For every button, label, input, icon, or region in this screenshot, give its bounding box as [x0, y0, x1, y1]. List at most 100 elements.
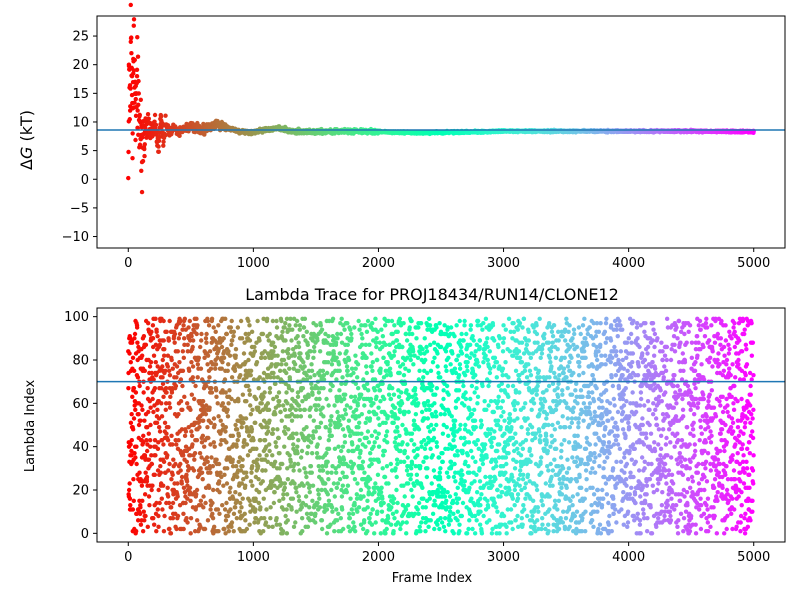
- lambda-point: [204, 455, 210, 460]
- lambda-point: [383, 531, 388, 536]
- lambda-point: [189, 433, 195, 439]
- lambda-point: [205, 459, 210, 465]
- lambda-point: [335, 336, 340, 341]
- lambda-point: [415, 446, 421, 452]
- lambda-point: [293, 407, 299, 413]
- lambda-point: [401, 320, 406, 326]
- lambda-point: [342, 407, 348, 413]
- lambda-point: [184, 515, 189, 521]
- lambda-point: [373, 316, 378, 322]
- lambda-point: [143, 342, 149, 348]
- lambda-point: [295, 461, 301, 467]
- lambda-point: [307, 505, 312, 510]
- lambda-point: [338, 448, 344, 454]
- lambda-point: [200, 476, 205, 482]
- lambda-point: [131, 416, 137, 421]
- lambda-point: [410, 349, 416, 354]
- lambda-point: [202, 444, 207, 449]
- lambda-point: [332, 494, 337, 499]
- lambda-point: [209, 385, 214, 391]
- lambda-point: [423, 505, 428, 510]
- lambda-point: [271, 500, 277, 506]
- lambda-point: [337, 388, 342, 393]
- lambda-point: [211, 440, 217, 445]
- lambda-point: [200, 433, 206, 439]
- lambda-point: [365, 318, 371, 324]
- lambda-point: [416, 401, 421, 406]
- lambda-point: [165, 485, 170, 491]
- lambda-point: [367, 476, 373, 482]
- lambda-point: [185, 496, 190, 501]
- lambda-point: [257, 453, 262, 458]
- lambda-point: [285, 518, 290, 523]
- lambda-point: [159, 401, 164, 406]
- lambda-point: [296, 437, 301, 443]
- lambda-point: [129, 437, 134, 443]
- lambda-point: [228, 485, 233, 491]
- y-tick-label: 5: [81, 144, 89, 159]
- lambda-point: [297, 407, 303, 413]
- lambda-point: [262, 515, 267, 521]
- lambda-point: [212, 422, 217, 428]
- lambda-point: [395, 359, 401, 365]
- lambda-point: [207, 485, 212, 491]
- lambda-point: [197, 450, 203, 456]
- lambda-point: [298, 414, 304, 419]
- lambda-point: [238, 500, 243, 506]
- lambda-point: [254, 446, 259, 452]
- lambda-point: [224, 331, 230, 337]
- lambda-point: [346, 511, 352, 517]
- delta-g-point: [134, 104, 139, 110]
- lambda-point: [295, 333, 300, 339]
- lambda-point: [217, 489, 222, 495]
- lambda-point: [183, 429, 189, 434]
- lambda-point: [213, 329, 218, 335]
- lambda-point: [277, 368, 283, 374]
- lambda-point: [368, 396, 374, 402]
- lambda-point: [409, 487, 414, 493]
- lambda-point: [181, 336, 187, 341]
- lambda-point: [133, 528, 139, 534]
- lambda-point: [272, 344, 278, 350]
- lambda-point: [405, 455, 410, 460]
- lambda-point: [348, 496, 353, 501]
- lambda-point: [309, 362, 314, 367]
- lambda-point: [324, 396, 329, 402]
- lambda-point: [359, 331, 364, 337]
- lambda-point: [290, 327, 295, 332]
- lambda-point: [193, 492, 199, 497]
- lambda-point: [404, 531, 409, 536]
- lambda-point: [147, 364, 153, 369]
- lambda-point: [128, 442, 133, 447]
- lambda-point: [317, 349, 323, 354]
- lambda-point: [329, 433, 334, 439]
- x-tick-label: 0: [124, 256, 132, 271]
- lambda-point: [138, 522, 144, 527]
- lambda-point: [313, 429, 318, 434]
- lambda-point: [205, 518, 211, 523]
- lambda-point: [223, 429, 228, 434]
- lambda-point: [156, 487, 161, 493]
- lambda-point: [413, 392, 418, 397]
- lambda-point: [194, 437, 200, 443]
- lambda-point: [189, 333, 194, 339]
- lambda-point: [378, 489, 384, 495]
- lambda-point: [148, 359, 154, 365]
- lambda-point: [172, 331, 178, 337]
- lambda-point: [189, 359, 194, 365]
- lambda-point: [262, 390, 267, 395]
- lambda-point: [148, 405, 153, 410]
- lambda-point: [248, 368, 254, 374]
- lambda-point: [145, 424, 150, 430]
- lambda-point: [148, 444, 153, 449]
- lambda-point: [214, 457, 219, 462]
- lambda-point: [317, 396, 322, 402]
- delta-g-point: [142, 153, 147, 159]
- lambda-point: [176, 336, 182, 341]
- lambda-point: [143, 470, 148, 475]
- delta-g-point: [134, 73, 140, 79]
- lambda-point: [151, 522, 157, 527]
- lambda-point: [384, 463, 390, 469]
- lambda-point: [308, 375, 313, 380]
- lambda-point: [387, 366, 393, 371]
